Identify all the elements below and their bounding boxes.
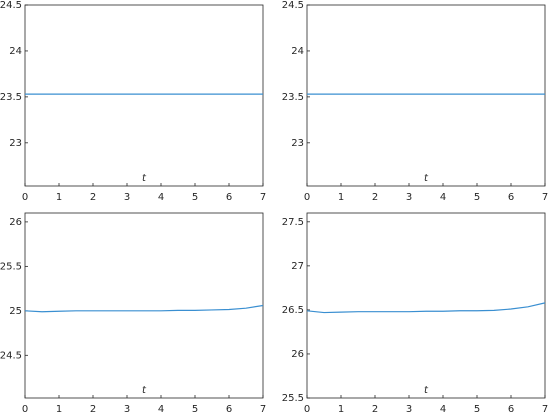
y-tick-label: 23: [9, 138, 22, 149]
x-tick-label: 4: [158, 404, 164, 415]
y-tick-label: 27.5: [282, 217, 304, 228]
x-tick-label: 0: [22, 404, 28, 415]
x-tick-label: 5: [474, 404, 480, 415]
x-tick-label: 0: [304, 404, 310, 415]
x-tick-label: 7: [542, 192, 548, 203]
x-tick-label: 3: [406, 192, 412, 203]
x-tick-label: 1: [338, 404, 344, 415]
x-tick-label: 7: [542, 404, 548, 415]
y-tick-label: 24: [291, 46, 304, 57]
x-tick-label: 2: [372, 404, 378, 415]
x-tick-label: 1: [338, 192, 344, 203]
x-tick-label: 2: [90, 192, 96, 203]
y-tick-label: 25.5: [282, 393, 304, 404]
y-tick-label: 24.5: [282, 0, 304, 11]
x-tick-label: 7: [260, 192, 266, 203]
x-tick-label: 6: [508, 404, 514, 415]
y-tick-label: 23.5: [0, 92, 22, 103]
x-tick-label: 6: [508, 192, 514, 203]
y-tick-label: 23.5: [282, 92, 304, 103]
x-tick-label: 5: [192, 404, 198, 415]
x-tick-label: 3: [124, 192, 130, 203]
x-axis-label: t: [424, 385, 429, 396]
axes-box: [24, 4, 264, 187]
x-tick-label: 4: [440, 192, 446, 203]
data-line: [24, 304, 264, 313]
axes-box: [306, 4, 546, 187]
x-axis-label: t: [424, 173, 429, 184]
y-tick-label: 26.5: [282, 305, 304, 316]
y-tick-label: 26: [9, 217, 22, 228]
x-tick-label: 1: [56, 404, 62, 415]
x-tick-label: 6: [226, 192, 232, 203]
data-line: [306, 302, 546, 314]
x-axis-label: t: [142, 385, 147, 396]
x-tick-label: 4: [440, 404, 446, 415]
x-tick-label: 1: [56, 192, 62, 203]
x-tick-label: 0: [304, 192, 310, 203]
axes-box: [306, 212, 546, 399]
x-tick-label: 6: [226, 404, 232, 415]
y-tick-label: 27: [291, 261, 304, 272]
x-tick-label: 5: [474, 192, 480, 203]
x-tick-label: 3: [406, 404, 412, 415]
x-axis-label: t: [142, 173, 147, 184]
x-tick-label: 5: [192, 192, 198, 203]
y-tick-label: 26: [291, 349, 304, 360]
y-tick-label: 25: [9, 306, 22, 317]
y-tick-label: 24.5: [0, 0, 22, 11]
x-tick-label: 2: [372, 192, 378, 203]
y-tick-label: 25.5: [0, 261, 22, 272]
x-tick-label: 7: [260, 404, 266, 415]
x-tick-label: 3: [124, 404, 130, 415]
y-tick-label: 24: [9, 46, 22, 57]
axes-box: [24, 212, 264, 399]
x-tick-label: 4: [158, 192, 164, 203]
x-tick-label: 2: [90, 404, 96, 415]
y-tick-label: 24.5: [0, 350, 22, 361]
y-tick-label: 23: [291, 138, 304, 149]
x-tick-label: 0: [22, 192, 28, 203]
